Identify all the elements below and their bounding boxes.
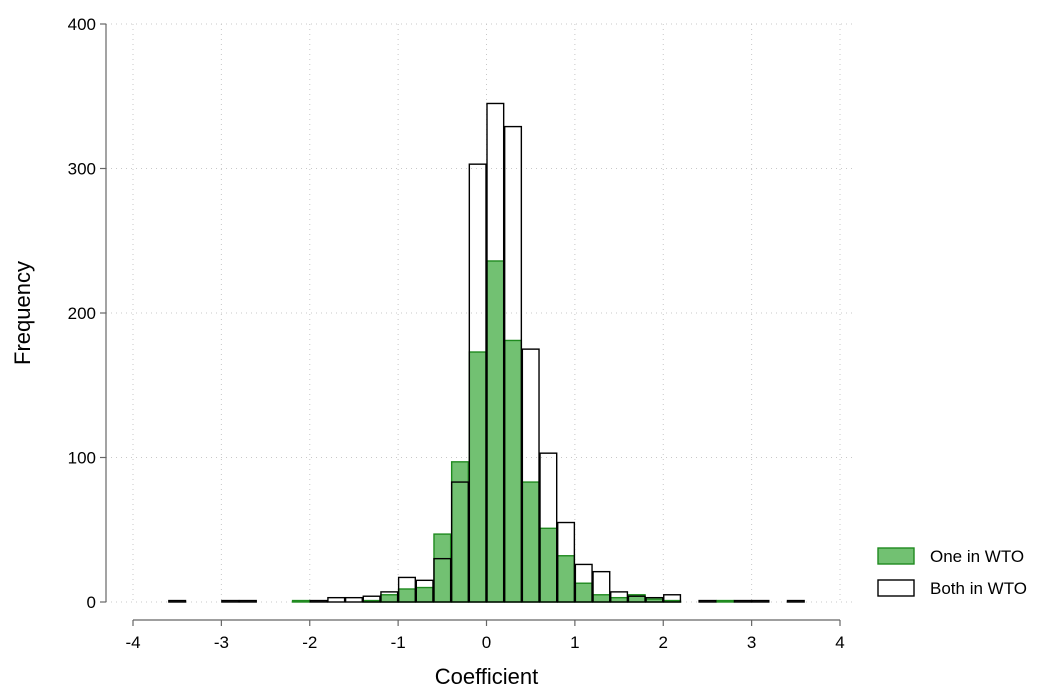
bar-both-in-wto	[168, 599, 187, 603]
bar-one-in-wto	[450, 461, 470, 603]
x-tick-label: -2	[302, 633, 317, 652]
bar-both-in-wto	[663, 594, 682, 603]
legend: One in WTO Both in WTO	[877, 547, 1027, 598]
x-tick-label: -4	[125, 633, 140, 652]
bar-both-in-wto	[344, 596, 363, 603]
bar-both-in-wto	[327, 596, 346, 603]
x-tick-label: 4	[835, 633, 844, 652]
y-tick-label: 400	[68, 15, 96, 34]
bar-one-in-wto	[291, 599, 310, 603]
x-axis-title: Coefficient	[435, 664, 539, 688]
y-tick-label: 100	[68, 449, 96, 468]
x-tick-label: -3	[214, 633, 229, 652]
y-tick-label: 300	[68, 160, 96, 179]
bar-one-in-wto	[415, 586, 434, 603]
x-tick-label: -1	[391, 633, 406, 652]
bar-both-in-wto	[627, 595, 646, 603]
bars	[168, 102, 805, 603]
bar-both-in-wto	[751, 599, 770, 603]
bar-both-in-wto	[433, 557, 452, 603]
bar-both-in-wto	[698, 599, 717, 603]
y-tick-label: 200	[68, 304, 96, 323]
bar-one-in-wto	[557, 555, 576, 603]
bar-both-in-wto	[397, 576, 416, 603]
legend-swatch	[877, 547, 915, 565]
bar-both-in-wto	[362, 595, 381, 603]
bar-both-in-wto	[521, 348, 540, 603]
bar-one-in-wto	[397, 588, 416, 603]
bar-both-in-wto	[592, 570, 611, 603]
x-tick-label: 3	[747, 633, 756, 652]
bar-one-in-wto	[592, 594, 611, 603]
bar-both-in-wto	[557, 521, 576, 603]
y-tick-label: 0	[87, 593, 96, 612]
bar-one-in-wto	[468, 351, 487, 603]
legend-label: One in WTO	[930, 547, 1024, 566]
legend-swatch	[877, 579, 915, 597]
axes: 0 100 200 300 400 -4 -3 -2 -1 0 1 2 3 4	[68, 15, 845, 652]
bar-both-in-wto	[503, 125, 523, 603]
bar-both-in-wto	[610, 591, 629, 603]
bar-both-in-wto	[574, 563, 593, 603]
bar-both-in-wto	[221, 599, 240, 603]
bar-one-in-wto	[539, 527, 558, 603]
bar-both-in-wto	[733, 599, 752, 603]
x-tick-label: 2	[659, 633, 668, 652]
bar-one-in-wto	[433, 533, 452, 603]
x-tick-label: 0	[482, 633, 491, 652]
bar-both-in-wto	[380, 591, 399, 603]
bar-both-in-wto	[539, 452, 558, 603]
bar-both-in-wto	[450, 481, 470, 603]
x-tick-label: 1	[570, 633, 579, 652]
bar-both-in-wto	[238, 599, 257, 603]
bar-one-in-wto	[503, 339, 523, 603]
bar-both-in-wto	[786, 599, 805, 603]
y-axis-title: Frequency	[10, 261, 35, 365]
bar-one-in-wto	[716, 599, 735, 603]
bar-one-in-wto	[380, 594, 399, 603]
bar-one-in-wto	[521, 481, 540, 603]
bar-both-in-wto	[468, 163, 487, 603]
bar-both-in-wto	[645, 596, 664, 603]
bar-both-in-wto	[309, 599, 328, 603]
bar-one-in-wto	[574, 582, 593, 603]
legend-label: Both in WTO	[930, 579, 1027, 598]
bar-one-in-wto	[486, 260, 505, 603]
bar-both-in-wto	[415, 579, 434, 603]
bar-both-in-wto	[486, 102, 505, 603]
